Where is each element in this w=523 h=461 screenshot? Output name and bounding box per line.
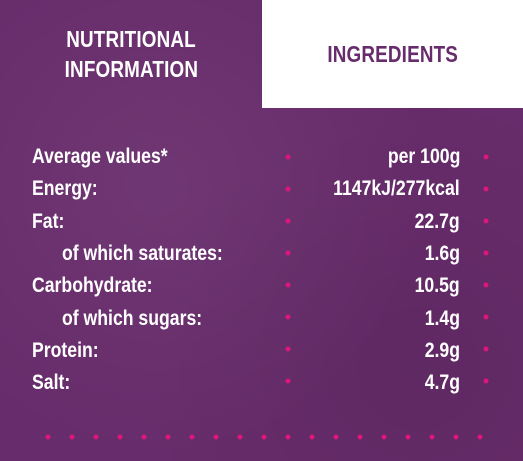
row-label: Fat: — [32, 209, 65, 233]
sub-row-label: of which saturates: — [62, 241, 223, 265]
row-value: 4.7g — [424, 371, 460, 395]
row-label: Salt: — [32, 371, 71, 395]
row-value: 22.7g — [414, 209, 460, 233]
row-value: 2.9g — [424, 338, 460, 362]
row-label: Protein: — [32, 338, 99, 362]
row-label: Carbohydrate: — [32, 274, 153, 298]
sub-row-value: 1.6g — [424, 241, 460, 265]
sub-row-value: 1.4g — [424, 306, 460, 330]
header-label: Average values* — [32, 145, 168, 168]
row-label: Energy: — [32, 177, 98, 201]
tab-label-line: INGREDIENTS — [327, 41, 458, 67]
header-value: per 100g — [387, 145, 460, 168]
row-value: 10.5g — [414, 274, 460, 298]
tab-ingredients[interactable]: INGREDIENTS — [262, 0, 523, 108]
row-value: 1147kJ/277kcal — [333, 177, 460, 201]
tab-label-line: NUTRITIONAL — [66, 26, 196, 52]
tab-nutrition[interactable]: NUTRITIONAL INFORMATION — [0, 0, 262, 108]
tab-label-line: INFORMATION — [64, 56, 198, 82]
sub-row-label: of which sugars: — [62, 306, 203, 330]
